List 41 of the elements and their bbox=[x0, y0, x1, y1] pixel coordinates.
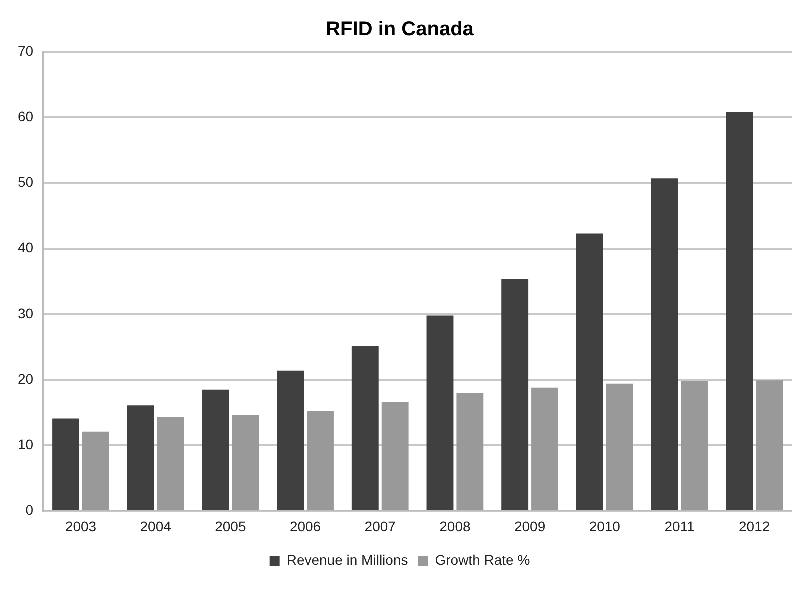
bar bbox=[606, 384, 634, 510]
bar bbox=[426, 316, 454, 510]
y-tick-label: 40 bbox=[18, 240, 34, 256]
y-tick-label: 30 bbox=[18, 305, 34, 322]
bar bbox=[726, 112, 754, 510]
bar bbox=[157, 417, 184, 510]
legend-label: Revenue in Millions bbox=[286, 552, 408, 568]
bar bbox=[82, 432, 110, 510]
y-tick-label: 10 bbox=[18, 436, 34, 452]
bar bbox=[681, 381, 708, 510]
bar bbox=[202, 390, 230, 510]
bar bbox=[127, 406, 154, 510]
bar bbox=[532, 388, 558, 510]
x-tick-label: 2007 bbox=[364, 518, 396, 534]
bar bbox=[756, 380, 784, 510]
x-tick-label: 2009 bbox=[514, 518, 546, 534]
bar bbox=[352, 346, 379, 510]
x-tick-label: 2011 bbox=[664, 518, 695, 534]
x-tick-label: 2008 bbox=[440, 518, 471, 534]
x-tick-label: 2003 bbox=[65, 518, 97, 534]
bar bbox=[277, 370, 304, 510]
chart-title: RFID in Canada bbox=[326, 18, 475, 41]
x-tick-label: 2012 bbox=[739, 518, 770, 534]
y-tick-label: 60 bbox=[18, 108, 34, 124]
y-tick-label: 0 bbox=[26, 502, 34, 518]
bar bbox=[456, 393, 484, 510]
bar bbox=[651, 178, 678, 510]
y-tick-label: 20 bbox=[18, 370, 34, 387]
y-tick-label: 70 bbox=[18, 42, 34, 59]
x-tick-label: 2005 bbox=[215, 518, 246, 534]
y-tick-label: 50 bbox=[18, 174, 34, 190]
bar bbox=[232, 415, 260, 510]
legend-label: Growth Rate % bbox=[435, 552, 530, 568]
bar bbox=[576, 234, 604, 510]
x-tick-label: 2004 bbox=[140, 518, 172, 534]
bar bbox=[307, 411, 334, 510]
x-tick-label: 2006 bbox=[290, 518, 322, 534]
bar bbox=[382, 402, 409, 510]
x-tick-label: 2010 bbox=[589, 518, 621, 534]
bar bbox=[502, 278, 529, 510]
bar bbox=[52, 418, 80, 510]
